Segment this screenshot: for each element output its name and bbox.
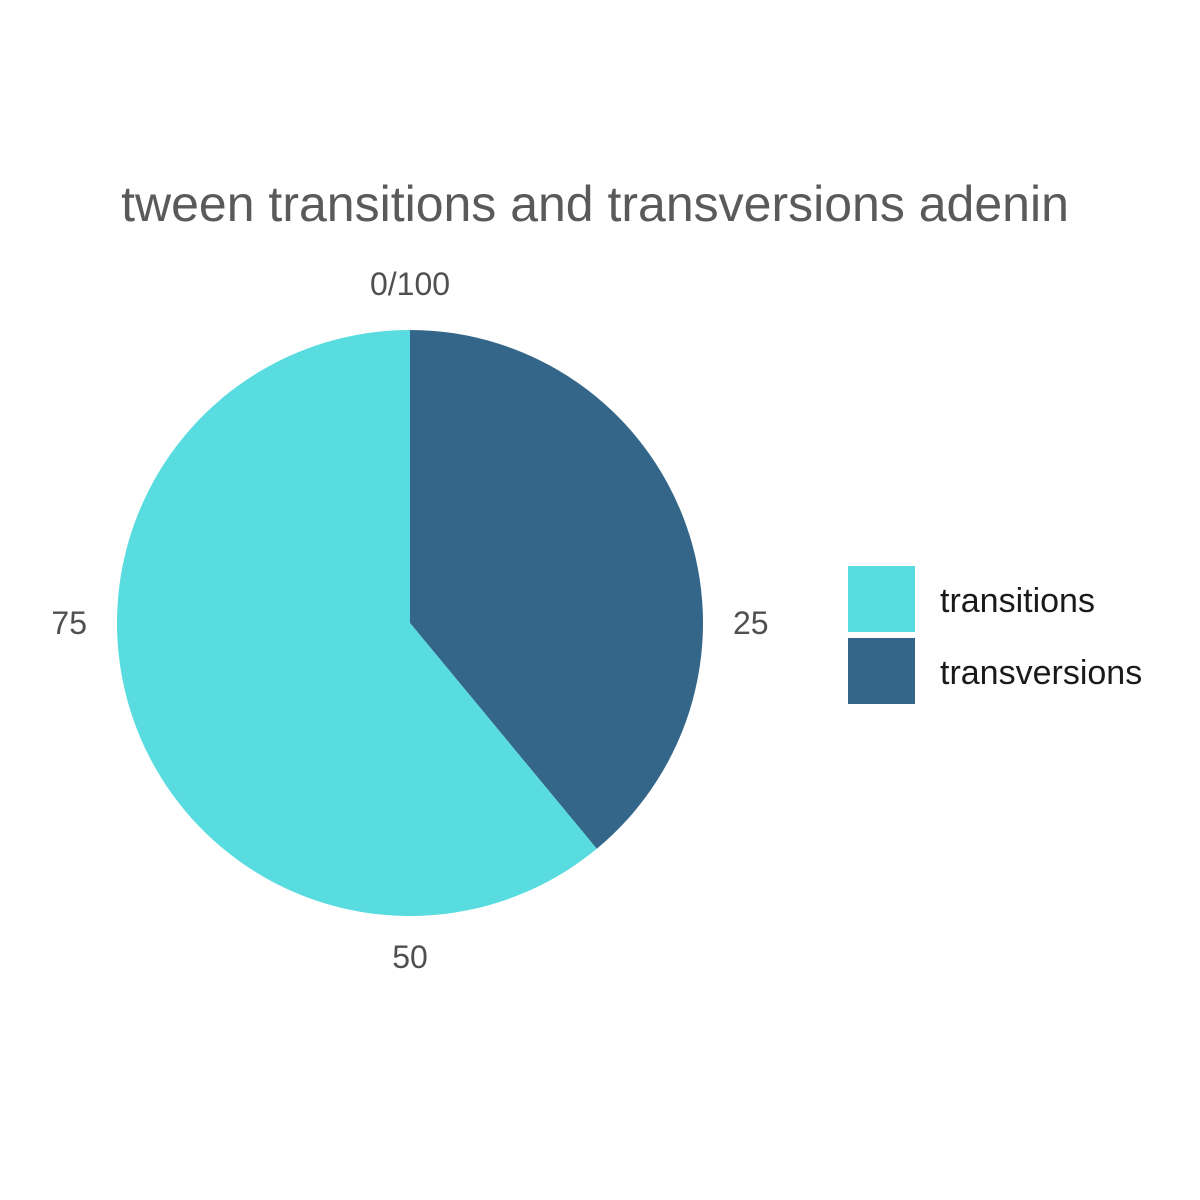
legend-label-transversions: transversions bbox=[940, 654, 1142, 692]
tick-label-75: 75 bbox=[51, 605, 87, 641]
tick-label-0: 0/100 bbox=[370, 266, 450, 302]
pie-slice-transitions bbox=[117, 330, 597, 916]
legend-key-transitions bbox=[848, 566, 915, 632]
legend-key-transversions bbox=[848, 638, 915, 704]
chart-title: tween transitions and transversions aden… bbox=[121, 176, 1069, 232]
pie-slice-transversions bbox=[410, 330, 704, 849]
angular-tick-labels: 0/100 25 50 75 bbox=[51, 266, 768, 975]
pie-slices bbox=[117, 330, 704, 916]
tick-label-25: 25 bbox=[733, 605, 769, 641]
legend-label-transitions: transitions bbox=[940, 582, 1095, 620]
legend: transitions transversions bbox=[848, 566, 1142, 704]
tick-label-50: 50 bbox=[392, 939, 428, 975]
